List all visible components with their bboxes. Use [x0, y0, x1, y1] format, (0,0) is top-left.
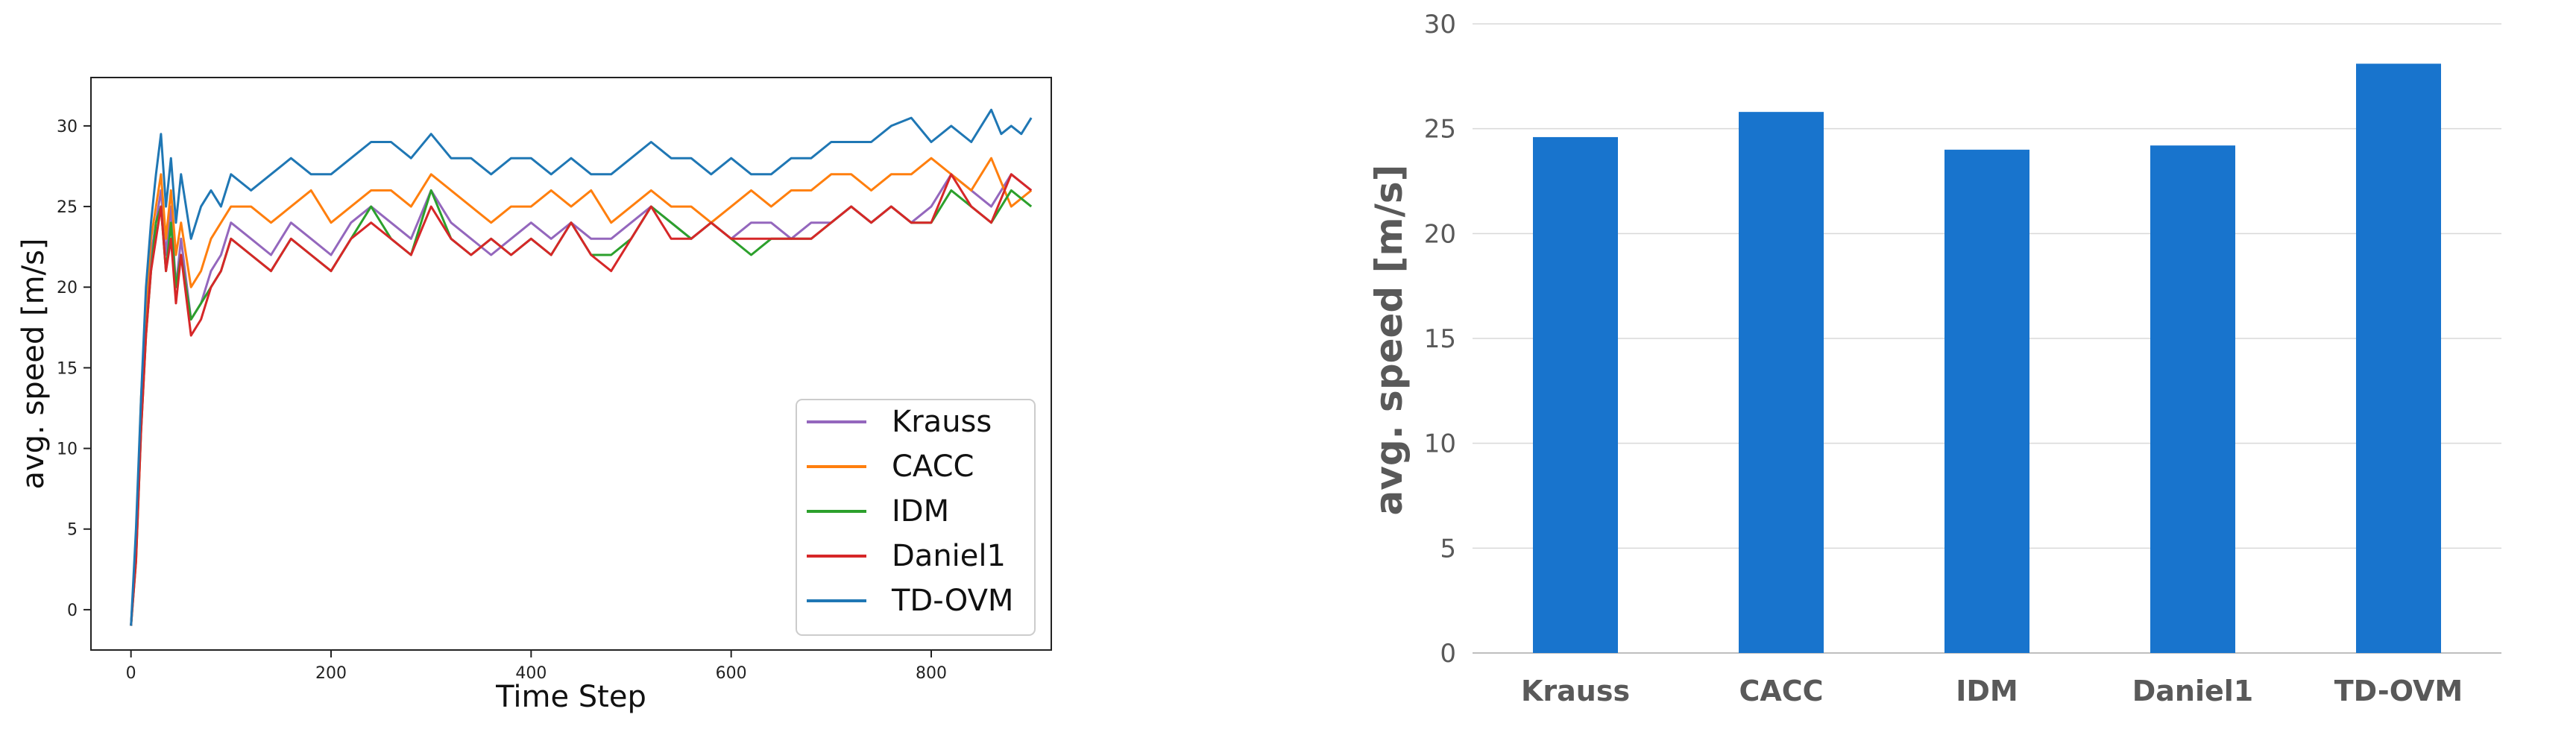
- x-tick-label: 800: [916, 664, 947, 683]
- line-y-axis-label: avg. speed [m/s]: [16, 238, 51, 489]
- y-tick-label: 0: [67, 602, 78, 620]
- bar-x-tick-label: IDM: [1956, 675, 2018, 707]
- bar-y-axis-label: avg. speed [m/s]: [1367, 165, 1411, 516]
- legend-label-cacc: CACC: [892, 449, 974, 484]
- x-tick-label: 600: [716, 664, 747, 683]
- y-tick-label: 15: [57, 359, 78, 378]
- series-line-cacc: [130, 157, 1033, 626]
- bar-td-ovm: [2356, 63, 2441, 654]
- line-series-group: [130, 108, 1033, 626]
- y-tick-label: 30: [57, 118, 78, 136]
- bar-x-tick-label: Daniel1: [2132, 675, 2254, 707]
- y-tick-label: 10: [57, 441, 78, 459]
- bar-x-ticks: Krauss CACC IDM Daniel1 TD-OVM: [1521, 675, 2463, 707]
- line-y-ticks: 0 5 10 15 20 25 30: [57, 118, 91, 620]
- bar-y-tick-label: 0: [1440, 639, 1456, 669]
- x-tick-label: 200: [315, 664, 347, 683]
- bar-x-tick-label: Krauss: [1521, 675, 1630, 707]
- line-x-ticks: 0 200 400 600 800: [126, 650, 947, 683]
- line-legend: Krauss CACC IDM Daniel1 TD-OVM: [796, 399, 1036, 636]
- line-chart: 0 200 400 600 800 0 5 10 15 20 25 30 Time Step avg…: [16, 77, 1052, 714]
- legend-label-daniel1: Daniel1: [892, 539, 1006, 573]
- bar-y-tick-label: 30: [1424, 10, 1456, 40]
- legend-label-td-ovm: TD-OVM: [891, 584, 1013, 618]
- legend-label-krauss: Krauss: [892, 405, 992, 439]
- line-plot-area: [90, 77, 1052, 651]
- bar-y-tick-label: 15: [1424, 324, 1456, 354]
- line-axes-frame: [90, 77, 1052, 651]
- legend-label-idm: IDM: [892, 494, 949, 529]
- y-tick-label: 25: [57, 198, 78, 217]
- bar-y-tick-label: 10: [1424, 429, 1456, 459]
- line-legend-items: Krauss CACC IDM Daniel1 TD-OVM: [807, 405, 1013, 618]
- bar-krauss: [1533, 136, 1618, 654]
- bar-cacc: [1739, 112, 1824, 653]
- y-tick-label: 5: [67, 521, 78, 540]
- bar-daniel1: [2150, 145, 2235, 653]
- bar-y-tick-label: 20: [1424, 219, 1456, 249]
- x-tick-label: 400: [515, 664, 547, 683]
- bar-y-ticks: 0 5 10 15 20 25 30: [1424, 10, 1456, 669]
- bar-x-tick-label: TD-OVM: [2334, 675, 2463, 707]
- y-tick-label: 20: [57, 279, 78, 297]
- line-legend-box: [796, 399, 1036, 636]
- bar-y-tick-label: 5: [1440, 534, 1456, 564]
- series-line-daniel1: [130, 173, 1033, 626]
- bar-y-tick-label: 25: [1424, 115, 1456, 145]
- bar-idm: [1944, 149, 2029, 654]
- line-x-axis-label: Time Step: [495, 680, 646, 714]
- bar-x-tick-label: CACC: [1739, 675, 1823, 707]
- bar-series: [1533, 63, 2441, 654]
- x-tick-label: 0: [126, 664, 136, 683]
- series-line-td-ovm: [130, 108, 1033, 626]
